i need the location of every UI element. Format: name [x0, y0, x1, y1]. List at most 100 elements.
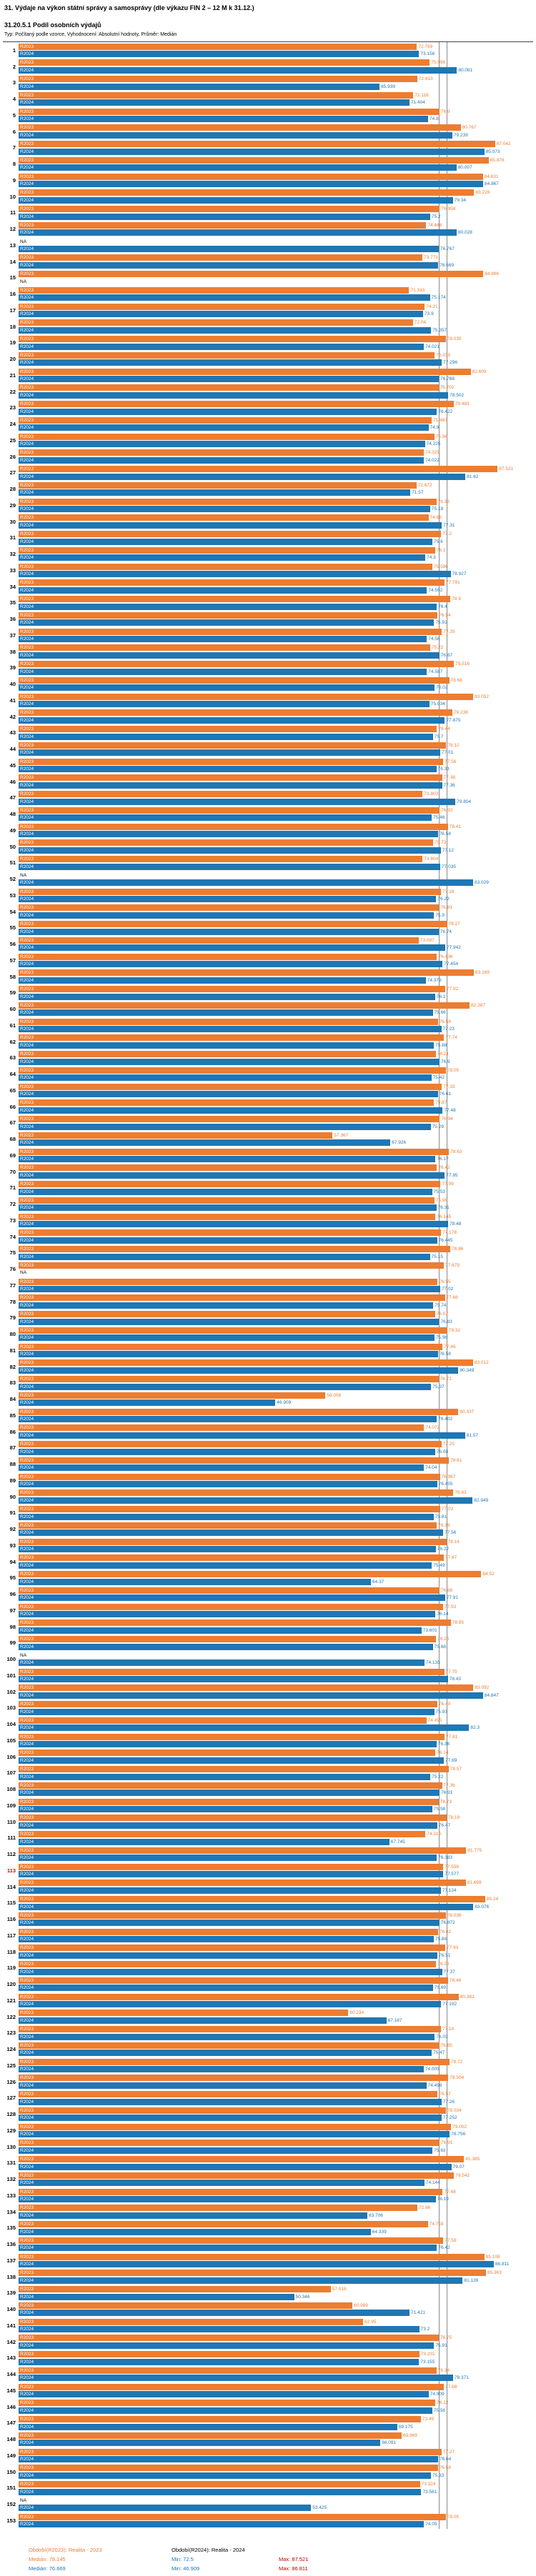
- bar-series-label: R2023: [20, 1587, 34, 1593]
- bar-series-label: R2024: [20, 214, 34, 219]
- bar-value-label: 76.51: [439, 1952, 451, 1958]
- bar-value-label: 75.2: [432, 214, 441, 219]
- bar-r2024: R2024: [19, 2033, 435, 2040]
- bar-r2023: R2023: [19, 206, 440, 213]
- row-number-label: 100: [6, 1656, 16, 1663]
- bar-line-r2024: R2024 77.252: [19, 2115, 533, 2122]
- chart-row: 123 R2023 77.14 R2024 76.03: [3, 2025, 533, 2042]
- bar-r2024: R2024: [19, 2456, 439, 2463]
- bar-line-r2023: R2023 79.516: [19, 660, 533, 668]
- bar-r2023: R2023: [19, 2400, 436, 2407]
- bar-line-r2024: R2024 75.22: [19, 1773, 533, 1781]
- bar-value-label: 83.029: [474, 880, 489, 886]
- bar-line-r2023: R2023 76.21: [19, 1050, 533, 1058]
- chart-row: 90 R2023 79.43 R2024 82.949: [3, 1489, 533, 1505]
- bar-line-r2023: R2023 77.56: [19, 758, 533, 766]
- bar-series-label: R2024: [20, 1677, 34, 1682]
- row-bars: R2023 78.41 R2024 76.58: [19, 823, 533, 838]
- row-number-label: 128: [6, 2111, 16, 2118]
- bar-r2024: R2024: [19, 2407, 432, 2414]
- bar-line-r2023: R2023 76.33: [19, 498, 533, 506]
- chart-row: 44 R2023 78.12 R2024 77.01: [3, 741, 533, 757]
- bar-line-r2024: R2024 76.31: [19, 1204, 533, 1212]
- bar-r2024: R2024: [19, 1806, 432, 1813]
- row-bars: R2023 84.52 R2024 64.37: [19, 1570, 533, 1585]
- row-bars: R2023 76.58 R2024 75.33: [19, 2465, 533, 2480]
- row-bars: R2023 79.43 R2024 82.949: [19, 1489, 533, 1504]
- bar-series-label: R2023: [20, 1132, 34, 1138]
- chart-row: 14 R2023 73.771 R2024 76.669: [3, 254, 533, 270]
- bar-series-label: R2023: [20, 1994, 34, 2000]
- bar-line-r2024: R2024 75.357: [19, 326, 533, 334]
- row-bars: R2023 78.72 R2024 74.005: [19, 2058, 533, 2073]
- bar-series-label: R2023: [20, 1847, 34, 1853]
- chart-row: 145 R2023 77.68 R2024 74.909: [3, 2382, 533, 2399]
- chart-row: 16 R2023 71.333 R2024 75.174: [3, 286, 533, 302]
- chart-row: 126 R2023 78.504 R2024 74.496: [3, 2074, 533, 2090]
- row-bars: R2023 56.058 R2024 46.909: [19, 1392, 533, 1407]
- bar-line-r2024: R2024 76.58: [19, 1350, 533, 1358]
- row-bars: R2023 75.483 R2024 74.9: [19, 416, 533, 431]
- bar-series-label: R2024: [20, 864, 34, 869]
- bar-series-label: R2024: [20, 2505, 34, 2511]
- bar-line-r2023: R2023 78.036: [19, 1912, 533, 1919]
- row-number-label: 77: [9, 1282, 16, 1289]
- bar-line-r2023: R2023 85.106: [19, 2253, 533, 2261]
- bar-line-r2024: R2024 78.43: [19, 1675, 533, 1683]
- bar-r2023: R2023: [19, 2253, 485, 2260]
- bar-value-label: 74.496: [427, 2082, 442, 2088]
- bar-series-label: R2023: [20, 2352, 34, 2357]
- bar-series-label: R2024: [20, 636, 34, 642]
- row-bars: R2023 73.49 R2024 69.175: [19, 2415, 533, 2430]
- row-bars: R2023 78.32 R2024 75.96: [19, 1327, 533, 1342]
- bar-series-label: R2023: [20, 629, 34, 634]
- bar-r2024: R2024: [19, 571, 451, 578]
- row-bars: R2023 77.67 R2024 75.49: [19, 1554, 533, 1569]
- bar-series-label: R2023: [20, 1279, 34, 1284]
- chart-row: 53 R2023 77.18 R2024 76.29: [3, 887, 533, 904]
- row-number-label: 3: [12, 79, 16, 86]
- bar-value-label: 78.63: [450, 1149, 462, 1154]
- row-number-label: 107: [6, 1769, 16, 1777]
- bar-line-r2023: R2023 76.035: [19, 351, 533, 359]
- row-bars: R2023 78.035 R2024 74.021: [19, 335, 533, 350]
- bar-line-r2024: R2024 64.37: [19, 1578, 533, 1586]
- bar-series-label: R2024: [20, 587, 34, 593]
- bar-r2024: R2024: [19, 1204, 437, 1212]
- bar-r2023: R2023: [19, 271, 484, 278]
- bar-value-label: 76.21: [437, 1052, 450, 1057]
- row-number-label: 116: [6, 1916, 16, 1923]
- bar-value-label: 75.69: [434, 1985, 447, 1991]
- bar-r2023: R2023: [19, 1376, 439, 1383]
- bar-series-label: R2023: [20, 1262, 34, 1268]
- bar-series-label: R2023: [20, 2027, 34, 2032]
- bar-line-r2024: R2024 67.745: [19, 1838, 533, 1846]
- bar-line-r2023: R2023 76.12: [19, 2400, 533, 2407]
- bar-series-label: R2023: [20, 287, 34, 293]
- bar-r2023: R2023: [19, 1945, 445, 1952]
- bar-value-label: 82.3: [470, 1725, 480, 1731]
- bar-value-label: 74.495: [427, 1717, 442, 1723]
- chart-row: 146 R2023 76.12 R2024 75.56: [3, 2399, 533, 2415]
- bar-value-label: 77.252: [442, 2115, 457, 2121]
- bar-r2023: R2023: [19, 2091, 438, 2098]
- row-bars: R2023 87.042 R2024 85.073: [19, 140, 533, 155]
- bar-value-label: 74.072: [425, 1425, 440, 1431]
- row-number-label: 104: [6, 1721, 16, 1728]
- row-bars: R2023 76.54 R2024 75.91: [19, 611, 533, 626]
- bar-line-r2023: R2023 79.542: [19, 2172, 533, 2180]
- bar-r2023: R2023: [19, 2075, 449, 2082]
- bar-value-label: 73.156: [420, 51, 435, 57]
- bar-r2024: R2024: [19, 2131, 450, 2138]
- row-bars: R2023 74.88 R2024 77.31: [19, 514, 533, 529]
- bar-line-r2024: R2024 73.156: [19, 50, 533, 58]
- row-bars: R2023 77.46 R2024 76.58: [19, 1343, 533, 1358]
- bar-line-r2023: R2023 76.44: [19, 725, 533, 733]
- chart-row: 29 R2023 76.33 R2024 75.18: [3, 497, 533, 514]
- bar-series-label: R2024: [20, 1352, 34, 1357]
- bar-series-label: R2024: [20, 1107, 34, 1113]
- bar-line-r2024: R2024 77.91: [19, 1594, 533, 1602]
- row-number-label: 111: [7, 1834, 16, 1842]
- bar-value-label: 72.118: [415, 92, 429, 98]
- bar-r2023: R2023: [19, 1961, 437, 1968]
